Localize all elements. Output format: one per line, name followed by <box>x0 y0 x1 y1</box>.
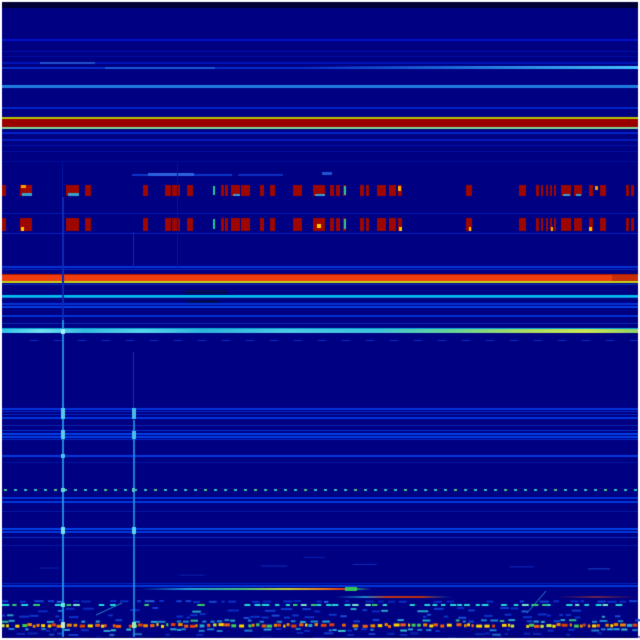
spectrogram-heatmap <box>0 0 640 640</box>
heatmap-canvas <box>0 0 640 640</box>
